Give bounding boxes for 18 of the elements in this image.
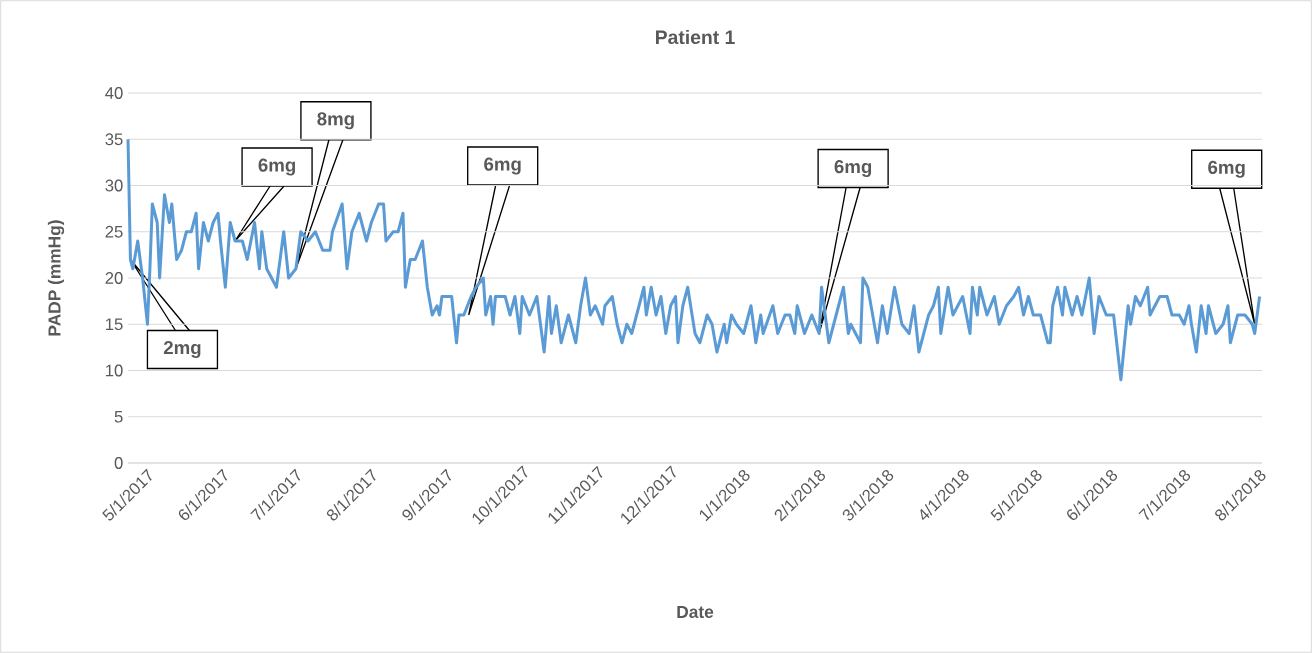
annotation: 6mg: [1208, 160, 1245, 178]
annotation: 2mg: [163, 340, 201, 358]
y-tick-label: 5: [114, 410, 123, 423]
y-axis-title: PADP (mmHg): [47, 220, 65, 336]
y-tick-label: 0: [114, 457, 123, 469]
y-tick-label: 25: [105, 225, 123, 238]
y-tick-label: 30: [105, 179, 123, 192]
y-tick-label: 15: [106, 318, 123, 331]
annotation: 6mg: [834, 159, 872, 177]
y-tick-label: 35: [105, 133, 123, 146]
x-axis-title: Date: [677, 605, 714, 619]
y-tick-label: 20: [105, 272, 123, 284]
annotation: 6mg: [484, 157, 521, 175]
chart-title: Patient 1: [656, 29, 735, 45]
y-tick-label: 10: [106, 364, 123, 377]
y-tick-label: 40: [105, 87, 123, 99]
annotation: 8mg: [317, 112, 354, 130]
annotation: 6mg: [258, 158, 296, 176]
